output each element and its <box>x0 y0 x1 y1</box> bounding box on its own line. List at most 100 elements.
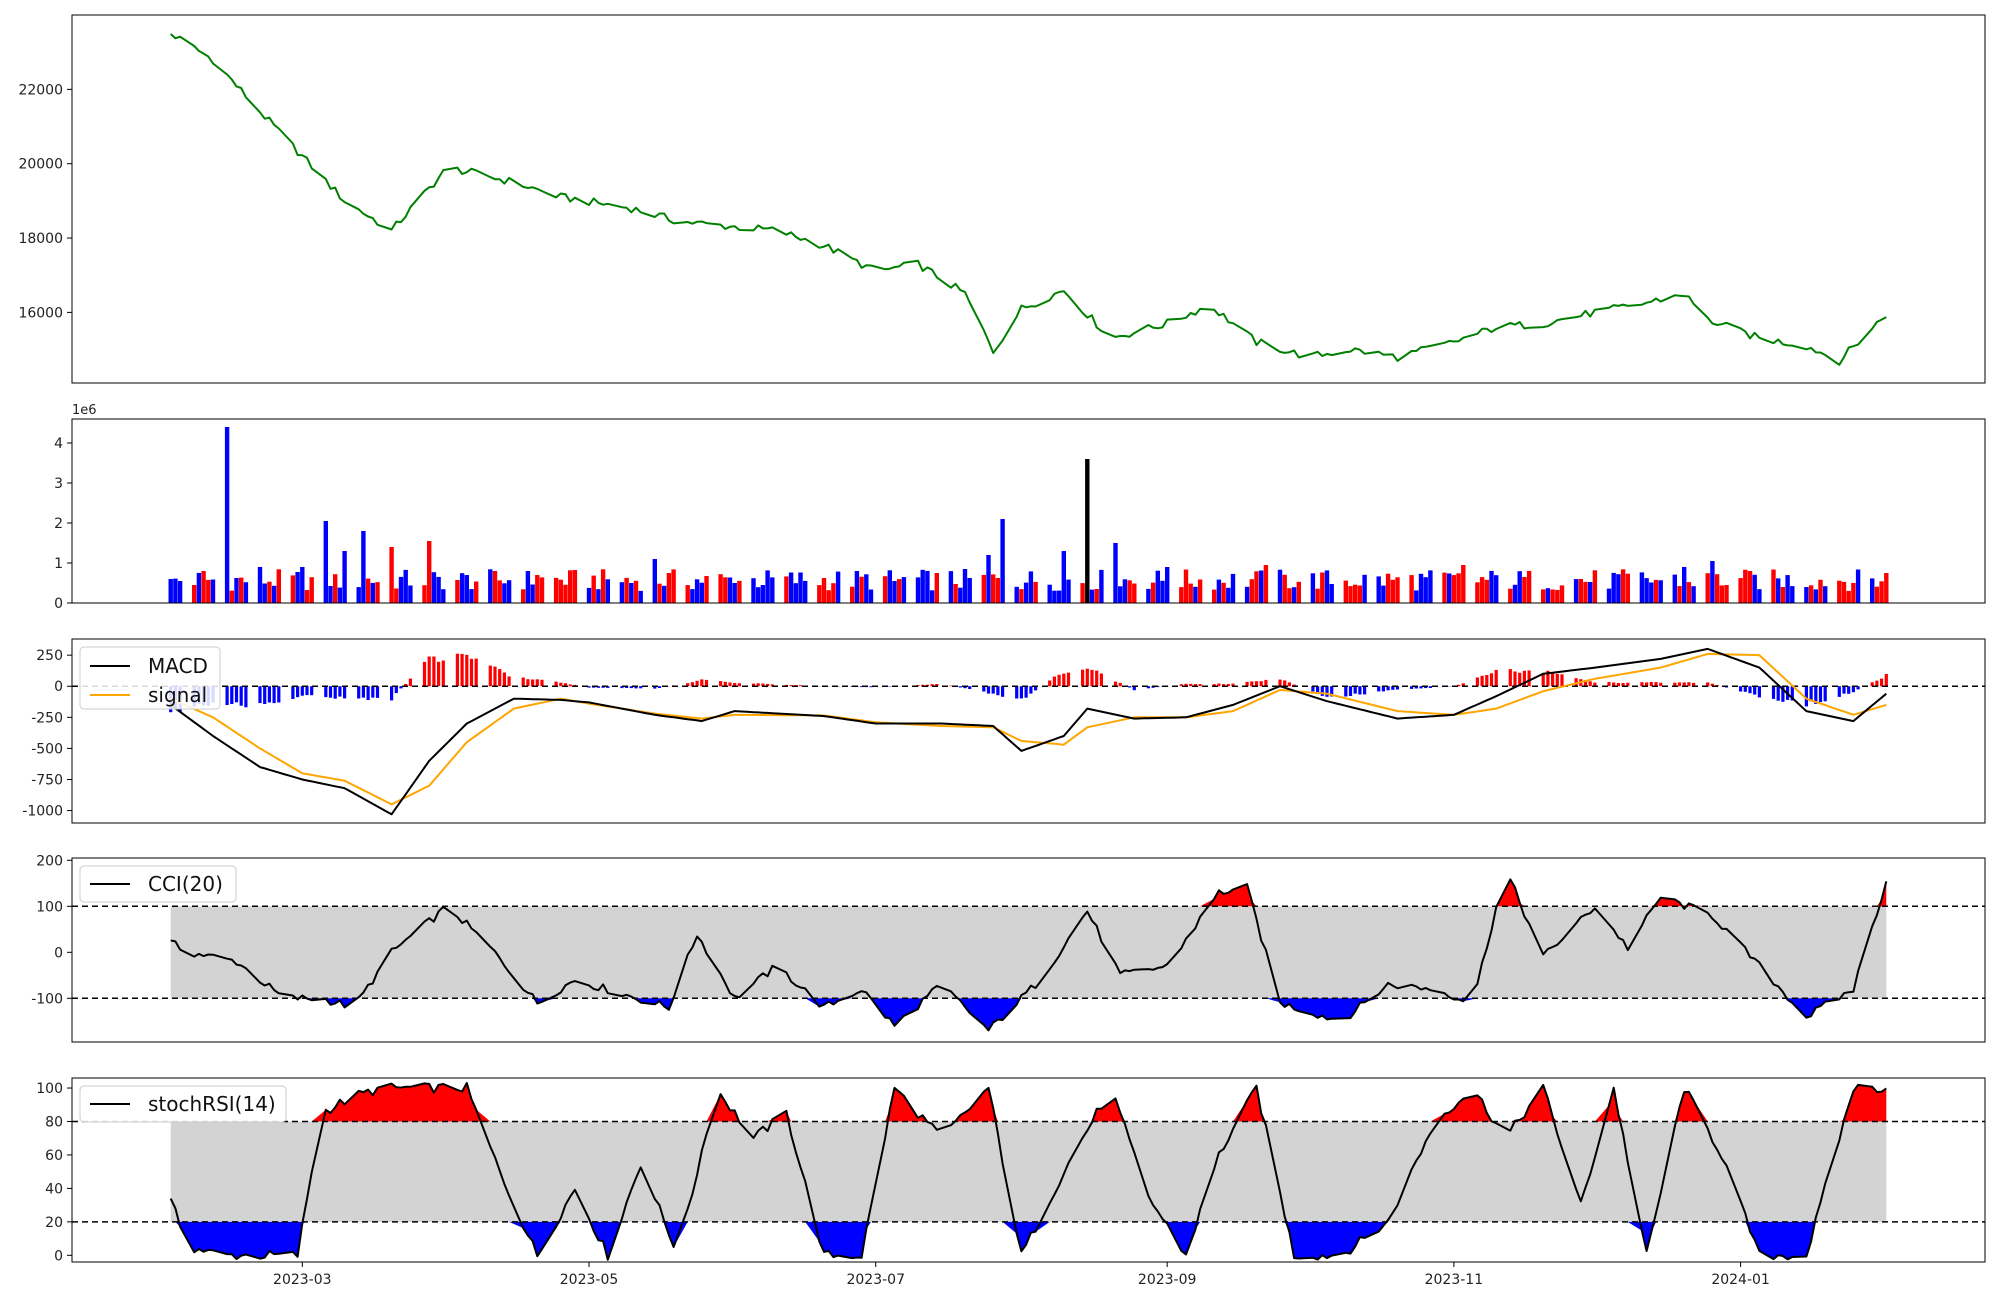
volume-bar <box>591 575 596 603</box>
macd-histogram-bar <box>455 653 459 687</box>
macd-histogram-bar <box>1410 686 1414 689</box>
macd-histogram-bar <box>343 686 347 699</box>
macd-histogram-bar <box>916 685 920 687</box>
volume-bar <box>1691 586 1696 603</box>
volume-bar <box>732 583 737 603</box>
macd-histogram-bar <box>728 682 732 687</box>
volume-bar <box>967 578 972 603</box>
volume-bar <box>934 573 939 603</box>
volume-bar <box>1526 570 1532 603</box>
macd-histogram-bar <box>493 666 497 687</box>
volume-bar <box>398 576 404 603</box>
macd-histogram-bar <box>1424 686 1428 689</box>
macd-histogram-bar <box>1029 686 1033 694</box>
volume-bar <box>262 583 267 603</box>
volume-bar <box>981 574 986 603</box>
macd-histogram-bar <box>958 686 962 688</box>
macd-histogram-bar <box>1066 672 1071 687</box>
volume-bar <box>474 581 479 603</box>
volume-bar <box>1747 571 1753 603</box>
volume-bar <box>586 587 592 603</box>
price-line <box>170 33 1887 366</box>
cci-y-tick-label: 100 <box>36 899 63 915</box>
volume-bar <box>1132 583 1137 603</box>
macd-histogram-bar <box>657 686 662 688</box>
volume-bar <box>201 571 206 603</box>
macd-histogram-bar <box>1640 682 1644 687</box>
macd-histogram-bar <box>1278 679 1282 687</box>
volume-bar <box>1583 581 1588 603</box>
volume-bar <box>1653 579 1659 603</box>
macd-histogram-bar <box>719 681 723 687</box>
macd-histogram-bar <box>1593 682 1597 687</box>
volume-bar <box>629 583 634 603</box>
volume-bar <box>553 577 559 603</box>
stochrsi-legend-box <box>79 1085 287 1123</box>
volume-bar <box>1550 589 1555 603</box>
macd-histogram-bar <box>1851 686 1855 693</box>
macd-histogram-bar <box>1880 678 1884 687</box>
volume-bar <box>1089 589 1095 603</box>
volume-bar <box>751 578 756 603</box>
volume-bar <box>1442 572 1447 603</box>
volume-bar <box>539 577 545 603</box>
volume-bar <box>1390 579 1395 603</box>
volume-bar <box>1188 583 1193 603</box>
macd-histogram-bar <box>1687 682 1691 687</box>
volume-bar <box>1023 582 1029 603</box>
volume-bar <box>1555 589 1560 603</box>
volume-bar <box>948 571 954 603</box>
volume-bar <box>271 585 277 603</box>
macd-histogram-bar <box>1607 682 1611 687</box>
macd-histogram-bar <box>1048 680 1052 687</box>
volume-bar <box>206 579 211 603</box>
volume-bar <box>1212 589 1217 603</box>
volume-bar <box>333 574 338 603</box>
cci-overbought-fill <box>170 879 1887 907</box>
volume-bar <box>276 569 281 603</box>
macd-histogram-bar <box>1250 681 1254 687</box>
price-panel: 16000 18000 20000 22000 <box>18 14 1986 384</box>
macd-histogram-bar <box>1847 686 1851 694</box>
macd-histogram-bar <box>1616 683 1620 687</box>
volume-bar <box>257 567 263 603</box>
macd-legend: MACD signal <box>79 646 221 710</box>
macd-histogram-bar <box>1330 686 1334 697</box>
volume-bar <box>502 583 507 603</box>
macd-histogram-bar <box>1480 675 1484 687</box>
volume-bar <box>699 582 704 603</box>
volume-bar <box>1221 582 1226 603</box>
volume-bar <box>1230 573 1236 603</box>
macd-histogram-bar <box>1198 684 1202 687</box>
volume-bar <box>986 555 991 603</box>
macd-histogram-bar <box>1287 682 1291 687</box>
volume-bar <box>1837 580 1842 603</box>
volume-bar <box>394 588 399 603</box>
macd-histogram-bar <box>338 686 342 697</box>
volume-bar <box>666 573 672 603</box>
volume-bar <box>1329 584 1334 603</box>
date-axis-tick-label: 2023-07 <box>846 1272 905 1288</box>
volume-bar <box>1851 582 1856 603</box>
macd-histogram-bar <box>1692 682 1696 687</box>
price-panel-frame <box>71 14 1986 384</box>
macd-histogram-bar <box>1179 684 1183 687</box>
macd-histogram-bar <box>1776 686 1780 701</box>
macd-histogram-bar <box>272 686 276 704</box>
macd-histogram-bar <box>531 679 535 687</box>
volume-bar <box>1000 519 1005 603</box>
volume-bar <box>1592 570 1598 603</box>
volume-bar <box>1719 585 1724 603</box>
volume-bar <box>892 581 897 603</box>
macd-histogram-bar <box>949 685 953 687</box>
volume-bar <box>1357 585 1363 603</box>
macd-histogram-bar <box>606 686 610 688</box>
macd-histogram-bar <box>1485 675 1489 687</box>
macd-histogram-bar <box>1475 677 1479 687</box>
volume-bar <box>850 586 855 603</box>
stochrsi-legend-label: stochRSI(14) <box>148 1092 276 1116</box>
stochrsi-overbought-fill <box>170 1083 1887 1122</box>
volume-bar <box>1710 561 1715 603</box>
macd-histogram-bar <box>860 686 864 688</box>
cci-y-tick-label: 200 <box>36 853 63 869</box>
